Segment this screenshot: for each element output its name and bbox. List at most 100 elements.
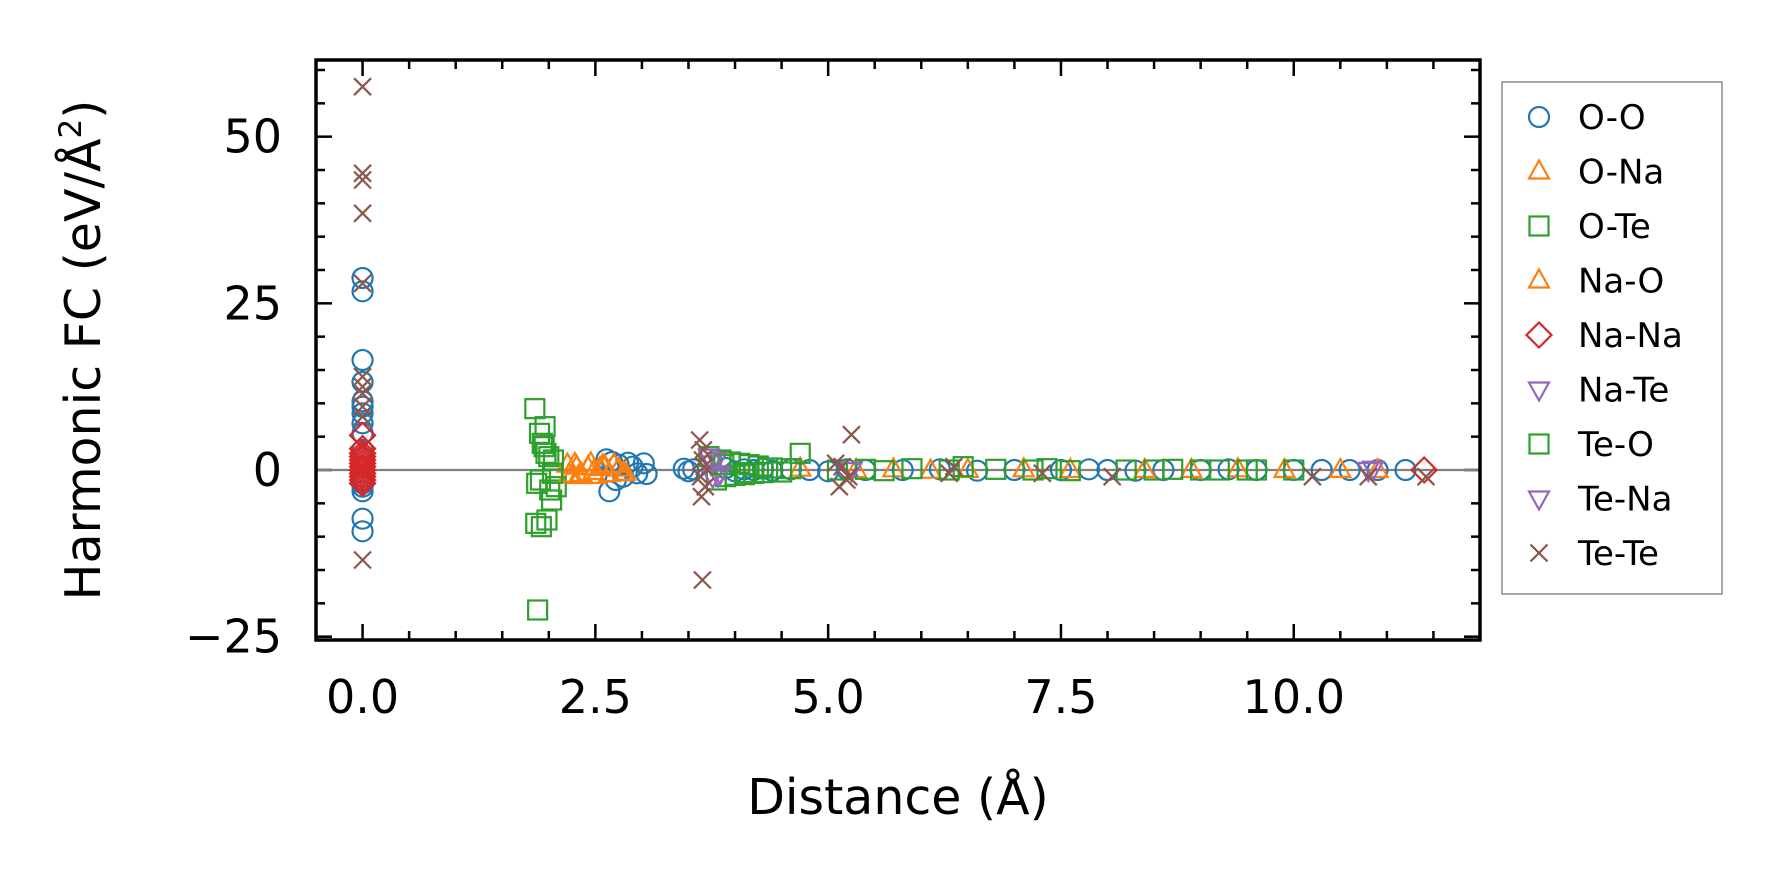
point-te-o: [1143, 459, 1165, 481]
point-o-te: [1022, 459, 1044, 481]
point-o-te: [534, 416, 556, 438]
point-o-o: [632, 452, 655, 475]
point-o-o: [1310, 458, 1333, 482]
legend-marker: [1527, 267, 1551, 289]
y-axis-title-end: ): [55, 100, 112, 119]
tick-marks: [314, 60, 1482, 640]
point-o-te: [1208, 459, 1230, 481]
legend-item-o-te: O-Te: [1528, 207, 1651, 247]
point-na-te: [704, 451, 729, 474]
legend-marker: [1527, 105, 1551, 129]
x-tick-labels: 0.0 2.5 5.0 7.5 10.0: [326, 670, 1345, 724]
point-na-o: [581, 458, 606, 481]
point-o-o: [1394, 458, 1417, 482]
point-te-te: [1303, 467, 1322, 486]
y-tick-label: 0: [253, 443, 282, 497]
legend-marker: [1529, 543, 1549, 563]
point-o-te: [1059, 460, 1081, 482]
legend-items: O-O O-Na O-Te Na-O Na-Na Na-Te Te-O Te-Na Te-Te: [1524, 98, 1683, 574]
point-te-te: [353, 550, 372, 570]
point-na-na: [348, 465, 377, 495]
point-te-te: [353, 204, 372, 223]
point-na-te: [1361, 460, 1385, 482]
point-te-na: [706, 467, 731, 489]
point-o-te: [789, 442, 811, 464]
point-te-o: [735, 462, 757, 484]
point-te-te: [692, 487, 711, 506]
point-o-na: [1328, 456, 1353, 479]
point-te-te: [353, 274, 372, 293]
legend-label: O-O: [1578, 98, 1646, 138]
point-o-o: [351, 412, 374, 435]
point-te-te: [695, 457, 714, 476]
point-o-te: [985, 458, 1007, 480]
legend-item-te-te: Te-Te: [1529, 534, 1659, 574]
x-tick-label: 5.0: [792, 670, 865, 724]
y-tick-label: 25: [223, 276, 282, 330]
point-o-te: [527, 599, 549, 621]
point-o-na: [1058, 456, 1083, 479]
point-o-o: [351, 370, 374, 394]
x-tick-label: 2.5: [559, 670, 632, 724]
point-te-te: [353, 164, 372, 183]
legend-marker: [1524, 320, 1554, 350]
point-te-te: [832, 457, 852, 476]
legend-marker: [1527, 158, 1551, 180]
point-na-na: [1410, 455, 1439, 485]
point-o-te: [524, 398, 546, 420]
point-na-na: [348, 459, 377, 488]
point-te-te: [695, 477, 715, 496]
point-te-o: [1236, 459, 1258, 481]
legend-item-na-o: Na-O: [1527, 262, 1664, 302]
point-na-o: [606, 455, 631, 477]
y-tick-label: 50: [223, 110, 282, 164]
point-o-te: [873, 460, 895, 482]
point-o-te: [901, 458, 923, 480]
x-axis-title: Distance (Å): [747, 767, 1049, 826]
point-te-te: [1102, 467, 1122, 486]
y-tick-labels: −25 0 25 50: [185, 110, 282, 664]
point-te-te: [691, 467, 710, 486]
point-o-o: [351, 348, 374, 372]
point-o-o: [351, 280, 374, 303]
point-te-o: [541, 462, 564, 484]
point-te-te: [353, 377, 372, 396]
x-tick-label: 7.5: [1024, 670, 1097, 724]
point-na-na: [348, 469, 377, 498]
point-na-na: [348, 442, 377, 471]
legend-item-o-o: O-O: [1527, 98, 1646, 138]
point-o-o: [351, 390, 374, 413]
legend-marker: [1527, 381, 1551, 403]
legend-marker: [1527, 490, 1551, 512]
y-axis-title: Harmonic FC (eV/Å2): [53, 100, 112, 601]
legend-label: Te-Te: [1577, 534, 1659, 574]
point-o-na: [1365, 456, 1390, 479]
legend-marker: [1528, 433, 1550, 455]
y-axis-title-superscript: 2: [53, 119, 89, 139]
point-te-te: [353, 384, 372, 403]
point-te-te: [1416, 467, 1436, 486]
x-tick-label: 0.0: [326, 670, 399, 724]
point-o-o: [351, 266, 374, 290]
point-te-te: [842, 425, 861, 444]
point-te-te: [1033, 464, 1052, 483]
legend-item-na-na: Na-Na: [1524, 316, 1683, 356]
point-te-te: [690, 430, 709, 450]
legend-item-na-te: Na-Te: [1527, 371, 1669, 411]
point-o-o: [1338, 458, 1361, 482]
point-te-te: [944, 457, 964, 476]
y-tick-label: −25: [185, 610, 282, 664]
point-na-o: [613, 459, 638, 481]
point-te-te: [693, 450, 712, 470]
point-o-na: [918, 457, 943, 479]
y-axis-title-main: Harmonic FC (eV/Å: [53, 138, 112, 600]
point-o-te: [542, 449, 565, 471]
legend-label: O-Te: [1578, 207, 1651, 247]
point-na-na: [348, 439, 377, 468]
point-na-o: [576, 454, 600, 476]
legend-item-te-o: Te-O: [1528, 425, 1654, 465]
plot-frame: [314, 58, 1482, 642]
point-te-te: [353, 170, 372, 190]
legend-label: Na-O: [1578, 262, 1664, 302]
